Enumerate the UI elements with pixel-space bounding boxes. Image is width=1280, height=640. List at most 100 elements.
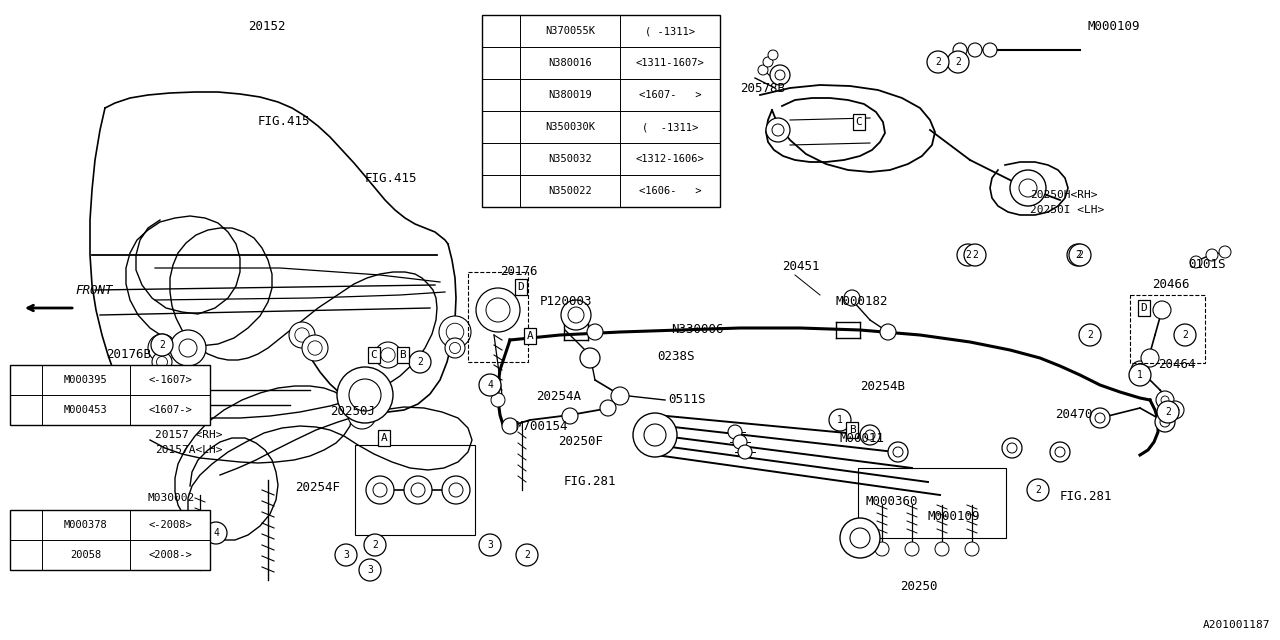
Text: N330006: N330006 xyxy=(671,323,723,336)
Text: M000109: M000109 xyxy=(928,510,980,523)
Circle shape xyxy=(179,339,197,357)
Circle shape xyxy=(476,288,520,332)
Text: 3: 3 xyxy=(367,565,372,575)
Circle shape xyxy=(447,323,463,340)
Text: 20157A<LH>: 20157A<LH> xyxy=(155,445,223,455)
Circle shape xyxy=(844,290,860,306)
Circle shape xyxy=(449,483,463,497)
Text: ( -1311>: ( -1311> xyxy=(645,26,695,36)
Text: M030002: M030002 xyxy=(148,493,196,503)
Circle shape xyxy=(927,51,948,73)
Circle shape xyxy=(1132,361,1149,379)
Circle shape xyxy=(758,65,768,75)
Circle shape xyxy=(366,394,378,406)
Circle shape xyxy=(156,356,168,367)
Circle shape xyxy=(502,418,518,434)
Text: B: B xyxy=(399,350,406,360)
Circle shape xyxy=(17,371,36,390)
Circle shape xyxy=(1166,401,1184,419)
Circle shape xyxy=(850,528,870,548)
Circle shape xyxy=(348,401,376,429)
Text: N350022: N350022 xyxy=(548,186,591,196)
Circle shape xyxy=(968,43,982,57)
Circle shape xyxy=(411,483,425,497)
Circle shape xyxy=(372,483,387,497)
Text: <-2008>: <-2008> xyxy=(148,520,192,530)
Text: 20157 <RH>: 20157 <RH> xyxy=(155,430,223,440)
Circle shape xyxy=(1027,479,1050,501)
Circle shape xyxy=(439,316,471,348)
Circle shape xyxy=(486,298,509,322)
Text: 2: 2 xyxy=(417,357,422,367)
Circle shape xyxy=(957,244,979,266)
Text: 2: 2 xyxy=(1181,330,1188,340)
Circle shape xyxy=(148,334,177,362)
Circle shape xyxy=(170,330,206,366)
Circle shape xyxy=(774,70,785,80)
Circle shape xyxy=(1153,301,1171,319)
Circle shape xyxy=(410,351,431,373)
Text: 2: 2 xyxy=(1075,250,1080,260)
Circle shape xyxy=(302,335,328,361)
Circle shape xyxy=(1219,246,1231,258)
Circle shape xyxy=(183,341,197,355)
Circle shape xyxy=(355,407,370,422)
Circle shape xyxy=(205,522,227,544)
Text: 20254B: 20254B xyxy=(860,380,905,393)
Circle shape xyxy=(1129,364,1151,386)
Circle shape xyxy=(1055,447,1065,457)
Text: N350030K: N350030K xyxy=(545,122,595,132)
Text: FIG.281: FIG.281 xyxy=(564,475,617,488)
Circle shape xyxy=(983,43,997,57)
Text: 1: 1 xyxy=(498,58,504,68)
Text: 2: 2 xyxy=(1087,330,1093,340)
Text: 3: 3 xyxy=(343,550,349,560)
Text: <1311-1607>: <1311-1607> xyxy=(636,58,704,68)
Text: A201001187: A201001187 xyxy=(1202,620,1270,630)
Text: 20250I <LH>: 20250I <LH> xyxy=(1030,205,1105,215)
Circle shape xyxy=(772,124,783,136)
Text: 2: 2 xyxy=(498,154,504,164)
Circle shape xyxy=(771,65,790,85)
Bar xyxy=(483,15,719,207)
Circle shape xyxy=(860,425,881,445)
Text: FIG.281: FIG.281 xyxy=(1060,490,1112,503)
Circle shape xyxy=(1019,179,1037,197)
Circle shape xyxy=(516,544,538,566)
Text: 20470: 20470 xyxy=(1055,408,1093,421)
Circle shape xyxy=(337,367,393,423)
Text: 20176B: 20176B xyxy=(106,348,151,361)
Text: 4: 4 xyxy=(23,520,29,530)
Text: 0101S: 0101S xyxy=(1188,258,1225,271)
Circle shape xyxy=(964,244,986,266)
Text: 20464: 20464 xyxy=(1158,358,1196,371)
Circle shape xyxy=(965,542,979,556)
Text: M00011: M00011 xyxy=(840,432,884,445)
Circle shape xyxy=(1140,349,1158,367)
Text: 0238S: 0238S xyxy=(657,350,695,363)
Circle shape xyxy=(580,348,600,368)
Circle shape xyxy=(445,338,465,358)
Circle shape xyxy=(1137,366,1144,374)
Circle shape xyxy=(358,559,381,581)
Circle shape xyxy=(1206,249,1219,261)
Circle shape xyxy=(1160,417,1170,427)
Text: 20176: 20176 xyxy=(500,265,538,278)
Text: C: C xyxy=(371,350,378,360)
Circle shape xyxy=(1068,244,1089,266)
Circle shape xyxy=(829,409,851,431)
Text: M000395: M000395 xyxy=(64,375,108,385)
Circle shape xyxy=(1094,413,1105,423)
Circle shape xyxy=(954,43,966,57)
Bar xyxy=(1130,295,1204,363)
Text: <1312-1606>: <1312-1606> xyxy=(636,154,704,164)
Circle shape xyxy=(381,348,396,362)
Text: 4: 4 xyxy=(488,380,493,390)
Circle shape xyxy=(479,534,500,556)
Circle shape xyxy=(934,542,948,556)
Circle shape xyxy=(765,118,790,142)
Bar xyxy=(858,468,1006,538)
Circle shape xyxy=(947,51,969,73)
Circle shape xyxy=(1190,256,1202,268)
Text: 20250: 20250 xyxy=(900,580,937,593)
